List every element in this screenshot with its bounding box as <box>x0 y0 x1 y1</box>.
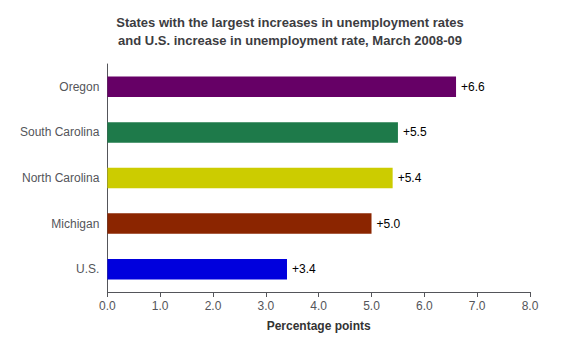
svg-text:+3.4: +3.4 <box>292 262 316 276</box>
svg-text:2.0: 2.0 <box>205 299 222 313</box>
svg-text:3.0: 3.0 <box>258 299 275 313</box>
svg-text:States with the largest increa: States with the largest increases in une… <box>116 15 464 30</box>
svg-text:7.0: 7.0 <box>469 299 486 313</box>
svg-text:5.0: 5.0 <box>363 299 380 313</box>
svg-text:U.S.: U.S. <box>76 262 99 276</box>
svg-text:1.0: 1.0 <box>152 299 169 313</box>
svg-text:+6.6: +6.6 <box>461 80 485 94</box>
svg-text:South Carolina: South Carolina <box>20 125 100 139</box>
svg-text:and U.S. increase in unemploym: and U.S. increase in unemployment rate, … <box>118 33 462 48</box>
svg-text:8.0: 8.0 <box>522 299 539 313</box>
svg-text:Michigan: Michigan <box>51 217 99 231</box>
svg-text:Percentage points: Percentage points <box>267 319 371 333</box>
svg-text:4.0: 4.0 <box>310 299 327 313</box>
svg-text:North Carolina: North Carolina <box>22 171 100 185</box>
svg-text:+5.5: +5.5 <box>403 125 427 139</box>
svg-text:0.0: 0.0 <box>99 299 116 313</box>
svg-text:+5.4: +5.4 <box>398 171 422 185</box>
svg-text:Oregon: Oregon <box>59 80 99 94</box>
svg-text:+5.0: +5.0 <box>377 217 401 231</box>
svg-text:6.0: 6.0 <box>416 299 433 313</box>
